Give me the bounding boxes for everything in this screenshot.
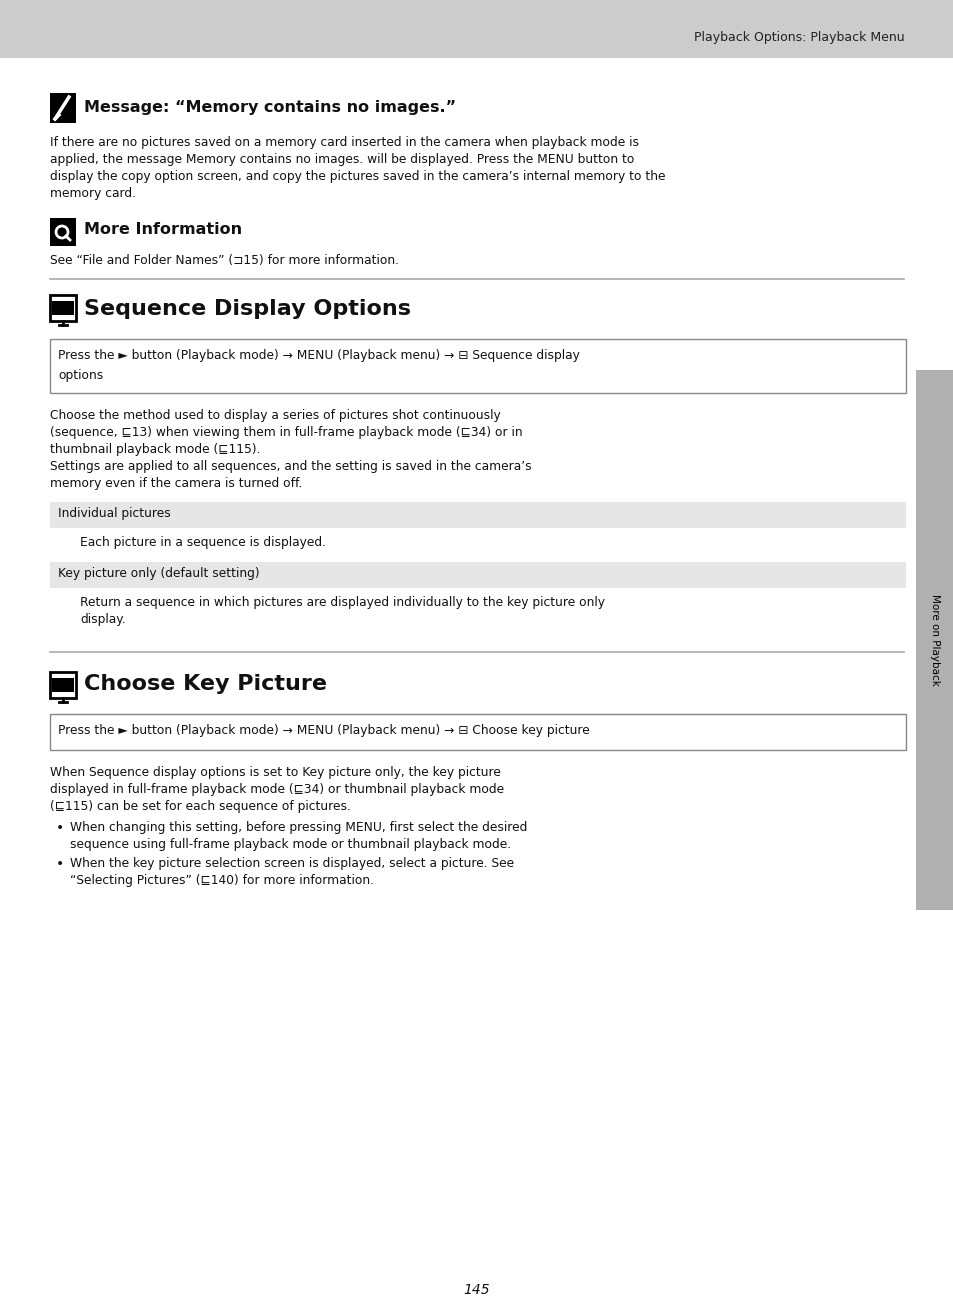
Text: (⊑115) can be set for each sequence of pictures.: (⊑115) can be set for each sequence of p…: [50, 800, 351, 813]
Bar: [50, 339, 905, 393]
Text: applied, the message Memory contains no images. will be displayed. Press the MEN: applied, the message Memory contains no …: [50, 152, 634, 166]
Bar: [50, 502, 905, 528]
Text: memory card.: memory card.: [50, 187, 136, 200]
Text: Choose Key Picture: Choose Key Picture: [84, 674, 327, 694]
Text: display the copy option screen, and copy the pictures saved in the camera’s inte: display the copy option screen, and copy…: [50, 170, 665, 183]
Text: 145: 145: [463, 1282, 490, 1297]
Text: Choose the method used to display a series of pictures shot continuously: Choose the method used to display a seri…: [50, 409, 500, 422]
Text: Playback Options: Playback Menu: Playback Options: Playback Menu: [694, 30, 904, 43]
Text: display.: display.: [80, 614, 126, 625]
Bar: [52, 678, 74, 692]
Text: Key picture only (default setting): Key picture only (default setting): [58, 568, 259, 579]
Text: “Selecting Pictures” (⊑140) for more information.: “Selecting Pictures” (⊑140) for more inf…: [70, 874, 374, 887]
Text: Each picture in a sequence is displayed.: Each picture in a sequence is displayed.: [80, 536, 326, 549]
Text: Settings are applied to all sequences, and the setting is saved in the camera’s: Settings are applied to all sequences, a…: [50, 460, 531, 473]
Text: •: •: [56, 857, 64, 871]
Text: •: •: [56, 821, 64, 834]
Text: Individual pictures: Individual pictures: [58, 507, 171, 520]
Text: If there are no pictures saved on a memory card inserted in the camera when play: If there are no pictures saved on a memo…: [50, 137, 639, 148]
Bar: [50, 218, 76, 246]
FancyBboxPatch shape: [50, 296, 76, 321]
Text: Message: “Memory contains no images.”: Message: “Memory contains no images.”: [84, 100, 456, 116]
Text: More Information: More Information: [84, 222, 242, 237]
Text: When the key picture selection screen is displayed, select a picture. See: When the key picture selection screen is…: [70, 857, 514, 870]
Text: sequence using full-frame playback mode or thumbnail playback mode.: sequence using full-frame playback mode …: [70, 838, 511, 851]
Bar: [50, 93, 76, 124]
Text: Return a sequence in which pictures are displayed individually to the key pictur: Return a sequence in which pictures are …: [80, 597, 604, 608]
Text: options: options: [58, 369, 103, 382]
Text: When changing this setting, before pressing MENU, first select the desired: When changing this setting, before press…: [70, 821, 527, 834]
Text: Press the ► button (Playback mode) → MENU (Playback menu) → ⊟ Choose key picture: Press the ► button (Playback mode) → MEN…: [58, 724, 589, 737]
Bar: [50, 562, 905, 587]
Bar: [0, 0, 953, 58]
Text: Sequence Display Options: Sequence Display Options: [84, 300, 411, 319]
Bar: [50, 714, 905, 750]
FancyBboxPatch shape: [50, 671, 76, 698]
Text: See “File and Folder Names” (⊐15) for more information.: See “File and Folder Names” (⊐15) for mo…: [50, 254, 398, 267]
Text: displayed in full-frame playback mode (⊑34) or thumbnail playback mode: displayed in full-frame playback mode (⊑…: [50, 783, 503, 796]
Bar: [52, 301, 74, 315]
Text: When Sequence display options is set to Key picture only, the key picture: When Sequence display options is set to …: [50, 766, 500, 779]
Bar: [915, 371, 953, 911]
Text: Press the ► button (Playback mode) → MENU (Playback menu) → ⊟ Sequence display: Press the ► button (Playback mode) → MEN…: [58, 350, 579, 361]
Text: (sequence, ⊑13) when viewing them in full-frame playback mode (⊑34) or in: (sequence, ⊑13) when viewing them in ful…: [50, 426, 522, 439]
Text: thumbnail playback mode (⊑115).: thumbnail playback mode (⊑115).: [50, 443, 260, 456]
Text: More on Playback: More on Playback: [929, 594, 939, 686]
Text: memory even if the camera is turned off.: memory even if the camera is turned off.: [50, 477, 302, 490]
